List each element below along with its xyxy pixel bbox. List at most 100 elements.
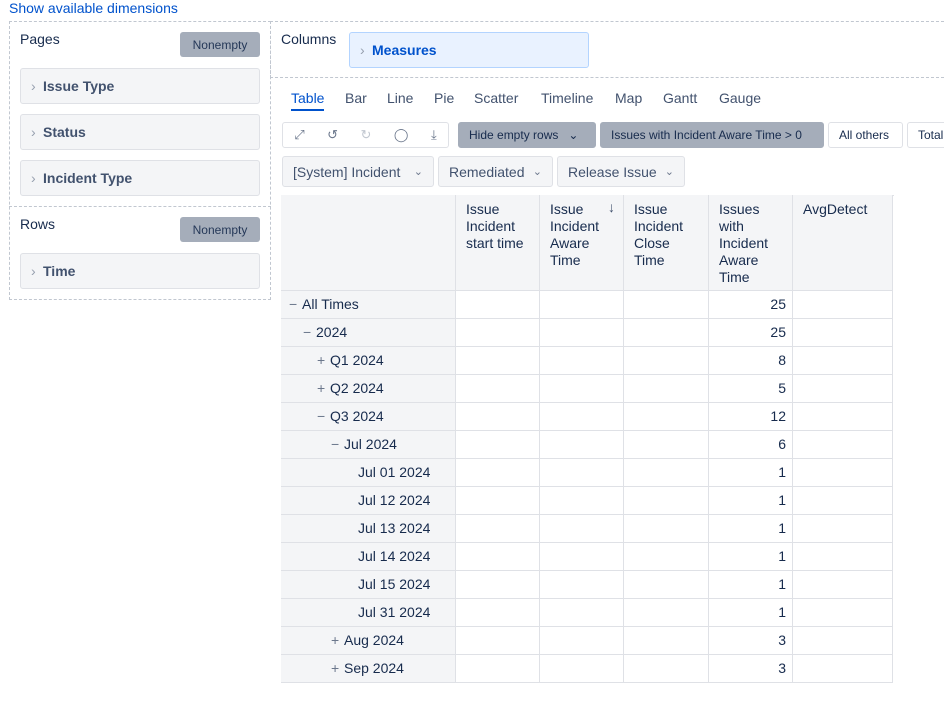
header-text: Issue Incident start time [466, 201, 524, 251]
value-cell: 1 [709, 543, 793, 571]
toggle-icon[interactable]: + [317, 380, 326, 396]
divider [270, 77, 944, 78]
chart-tab[interactable]: Table [291, 90, 325, 111]
empty-cell [624, 515, 709, 543]
chart-tab[interactable]: Bar [345, 90, 367, 106]
column-header[interactable]: Issue Incident Aware Time ↓ [540, 195, 624, 291]
value-cell: 1 [709, 459, 793, 487]
page-selector[interactable]: Release Issue ⌄ [557, 156, 685, 187]
header-text: Issue Incident Aware Time [550, 201, 600, 268]
row-header: + Q2 2024 [281, 375, 456, 403]
chart-tab[interactable]: Line [387, 90, 414, 106]
dimension-item[interactable]: Status [20, 114, 260, 150]
value-cell: 25 [709, 291, 793, 319]
empty-cell [540, 319, 624, 347]
empty-cell [624, 543, 709, 571]
empty-cell [793, 375, 893, 403]
filter-button[interactable]: Total [907, 122, 944, 148]
value-cell: 6 [709, 431, 793, 459]
toggle-icon[interactable]: − [303, 324, 312, 340]
row-header: Jul 31 2024 [281, 599, 456, 627]
toggle-icon[interactable]: − [289, 296, 298, 312]
columns-title: Columns [281, 31, 337, 47]
empty-cell [540, 403, 624, 431]
value-cell: 3 [709, 655, 793, 683]
dimension-item[interactable]: Incident Type [20, 160, 260, 196]
toggle-icon[interactable]: − [317, 408, 326, 424]
row-label: Aug 2024 [344, 632, 404, 648]
measure-item[interactable]: Measures [349, 32, 589, 68]
empty-cell [540, 571, 624, 599]
empty-cell [624, 347, 709, 375]
row-header: + Q1 2024 [281, 347, 456, 375]
page-selector[interactable]: [System] Incident ⌄ [282, 156, 434, 187]
page-selector[interactable]: Remediated ⌄ [438, 156, 553, 187]
filter-button[interactable]: All others [828, 122, 903, 148]
chevron: ⌄ [664, 166, 674, 178]
fullscreen-icon[interactable]: ⤢ [294, 127, 305, 142]
row-label: Jul 01 2024 [358, 464, 431, 480]
toggle-icon[interactable]: + [317, 352, 326, 368]
row-label: Jul 14 2024 [358, 548, 431, 564]
header-text: AvgDetect [803, 201, 868, 217]
nonempty-button[interactable]: Nonempty [180, 32, 260, 57]
chart-tab[interactable]: Pie [434, 90, 455, 106]
empty-cell [624, 431, 709, 459]
value-cell: 5 [709, 375, 793, 403]
left-panel [9, 21, 271, 300]
empty-cell [793, 459, 893, 487]
row-label: Jul 13 2024 [358, 520, 431, 536]
chevron: ⌄ [413, 166, 423, 178]
export-icon[interactable]: ⤓ [430, 127, 437, 142]
row-label: Q1 2024 [330, 352, 384, 368]
divider [9, 206, 271, 207]
empty-cell [624, 627, 709, 655]
empty-cell [793, 347, 893, 375]
value-cell: 25 [709, 319, 793, 347]
hide-empty-button[interactable]: Hide empty rows ⌄ [458, 122, 596, 148]
empty-cell [624, 487, 709, 515]
row-header: Jul 12 2024 [281, 487, 456, 515]
value-cell: 1 [709, 599, 793, 627]
undo-icon[interactable]: ↺ [327, 127, 339, 142]
value-cell: 12 [709, 403, 793, 431]
empty-cell [624, 403, 709, 431]
filter-button[interactable]: Issues with Incident Aware Time > 0 [600, 122, 824, 148]
empty-cell [540, 487, 624, 515]
icon-toolbar[interactable]: ⤢ ↺ ↻ ◯ ⤓ [282, 122, 449, 148]
chart-tab[interactable]: Gauge [719, 90, 762, 106]
empty-cell [540, 431, 624, 459]
redo-icon[interactable]: ↻ [360, 127, 372, 142]
empty-cell [456, 655, 540, 683]
value-cell: 1 [709, 487, 793, 515]
divider [270, 21, 944, 22]
dimension-item[interactable]: Time [20, 253, 260, 289]
empty-cell [624, 459, 709, 487]
toggle-icon[interactable]: − [331, 436, 340, 452]
empty-cell [540, 627, 624, 655]
chart-tab[interactable]: Timeline [541, 90, 594, 106]
sort-icon[interactable]: ↓ [608, 199, 615, 215]
column-header[interactable]: Issues with Incident Aware Time [709, 195, 793, 291]
column-header[interactable]: AvgDetect [793, 195, 893, 291]
empty-cell [456, 487, 540, 515]
empty-cell [624, 599, 709, 627]
empty-cell [540, 515, 624, 543]
dimensions-link[interactable]: Show available dimensions [9, 0, 178, 16]
row-header: Jul 15 2024 [281, 571, 456, 599]
row-header: − All Times [281, 291, 456, 319]
column-header[interactable]: Issue Incident Close Time [624, 195, 709, 291]
comment-icon[interactable]: ◯ [393, 127, 409, 142]
chart-tab[interactable]: Scatter [474, 90, 519, 106]
empty-cell [456, 571, 540, 599]
dimension-item[interactable]: Issue Type [20, 68, 260, 104]
chart-tab[interactable]: Gantt [663, 90, 698, 106]
empty-cell [793, 543, 893, 571]
toggle-icon[interactable]: + [331, 632, 340, 648]
row-label: Sep 2024 [344, 660, 404, 676]
empty-cell [456, 347, 540, 375]
toggle-icon[interactable]: + [331, 660, 340, 676]
column-header[interactable]: Issue Incident start time [456, 195, 540, 291]
chart-tab[interactable]: Map [615, 90, 643, 106]
nonempty-button[interactable]: Nonempty [180, 217, 260, 242]
